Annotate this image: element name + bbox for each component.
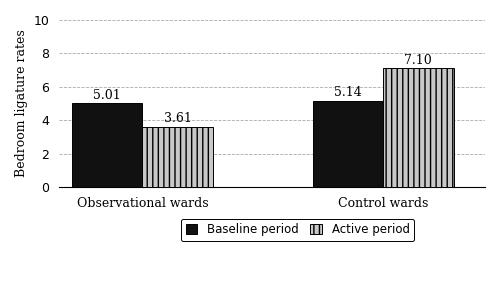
Text: 5.01: 5.01 (94, 89, 121, 102)
Text: 7.10: 7.10 (404, 54, 432, 67)
Text: 3.61: 3.61 (164, 112, 192, 125)
Bar (313, 101, 383, 187)
Bar (72, 103, 142, 187)
Legend: Baseline period, Active period: Baseline period, Active period (181, 219, 414, 241)
Text: 5.14: 5.14 (334, 87, 362, 99)
Y-axis label: Bedroom ligature rates: Bedroom ligature rates (15, 30, 28, 177)
Bar (142, 127, 213, 187)
Bar (383, 68, 454, 187)
